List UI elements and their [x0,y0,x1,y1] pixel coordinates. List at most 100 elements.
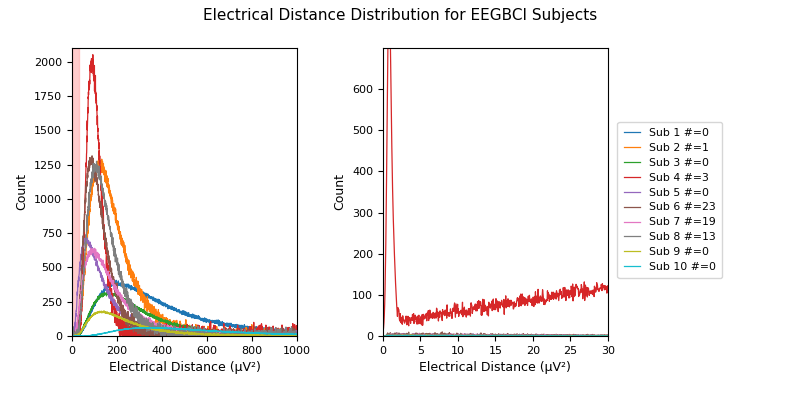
Line: Sub 6 #=23: Sub 6 #=23 [72,156,298,336]
Sub 5 #=0 [286,334,296,338]
Sub 2 #=1 [293,334,302,338]
Sub 8 #=13 [286,334,295,338]
Sub 3 #=0 [79,324,89,329]
Sub 3 #=0 [286,332,295,336]
Sub 5 #=0 [245,334,254,338]
Sub 7 #=19 [90,246,99,251]
Sub 9 #=0 [78,325,88,330]
Sub 8 #=13 [245,334,254,338]
Sub 10 #=0 [67,334,77,338]
Line: Sub 2 #=1: Sub 2 #=1 [72,158,298,336]
Sub 2 #=1 [78,282,88,286]
Sub 8 #=13 [171,334,181,338]
Sub 5 #=0 [68,334,78,338]
Sub 9 #=0 [286,333,295,338]
Sub 9 #=0 [99,308,109,313]
Sub 8 #=13 [67,334,77,338]
Sub 1 #=0 [286,329,295,334]
Sub 2 #=1 [286,329,295,334]
Sub 4 #=3 [68,334,78,338]
Sub 7 #=19 [286,334,295,338]
Sub 10 #=0 [286,332,296,336]
X-axis label: Electrical Distance (μV²): Electrical Distance (μV²) [419,361,571,374]
Sub 5 #=0 [293,331,302,336]
Line: Sub 10 #=0: Sub 10 #=0 [72,328,298,336]
Sub 9 #=0 [293,333,302,338]
Sub 9 #=0 [171,330,181,335]
Sub 4 #=3 [177,334,186,338]
Sub 10 #=0 [286,332,295,337]
Sub 8 #=13 [92,159,102,164]
Sub 7 #=19 [67,334,77,338]
Sub 4 #=3 [171,334,181,338]
Line: Sub 5 #=0: Sub 5 #=0 [72,237,298,336]
Sub 8 #=13 [67,331,77,336]
Sub 10 #=0 [245,330,254,335]
Sub 2 #=1 [94,156,104,161]
Sub 6 #=23 [171,333,181,338]
Sub 3 #=0 [286,333,296,338]
Sub 8 #=13 [293,334,302,338]
Sub 3 #=0 [67,334,77,338]
Sub 3 #=0 [245,330,254,335]
Sub 7 #=19 [245,334,254,338]
Sub 10 #=0 [171,326,181,331]
Line: Sub 8 #=13: Sub 8 #=13 [72,161,298,336]
Sub 1 #=0 [286,330,295,334]
Sub 2 #=1 [171,324,181,329]
Sub 4 #=3 [293,334,302,338]
Line: Sub 3 #=0: Sub 3 #=0 [72,292,298,336]
Sub 1 #=0 [293,328,302,333]
Line: Sub 9 #=0: Sub 9 #=0 [72,311,298,336]
Sub 6 #=23 [78,228,88,233]
Sub 5 #=0 [177,332,186,337]
Sub 5 #=0 [82,235,91,240]
X-axis label: Electrical Distance (μV²): Electrical Distance (μV²) [109,361,261,374]
Sub 3 #=0 [293,333,302,338]
Sub 6 #=23 [293,334,302,338]
Sub 3 #=0 [171,322,181,327]
Sub 6 #=23 [87,154,97,158]
Sub 6 #=23 [286,334,295,338]
Sub 1 #=0 [171,308,181,313]
Sub 6 #=23 [245,333,254,338]
Line: Sub 1 #=0: Sub 1 #=0 [72,280,298,336]
Sub 10 #=0 [142,325,152,330]
Bar [72,48,78,336]
Sub 1 #=0 [177,309,186,314]
Sub 10 #=0 [68,334,78,338]
Sub 9 #=0 [286,334,295,338]
Sub 8 #=13 [79,274,89,278]
Sub 1 #=0 [67,334,77,338]
Legend: Sub 1 #=0, Sub 2 #=1, Sub 3 #=0, Sub 4 #=3, Sub 5 #=0, Sub 6 #=23, Sub 7 #=19, S: Sub 1 #=0, Sub 2 #=1, Sub 3 #=0, Sub 4 #… [618,122,722,278]
Sub 2 #=1 [177,330,186,335]
Sub 7 #=19 [286,333,295,338]
Sub 4 #=3 [67,332,77,337]
Sub 3 #=0 [177,323,186,328]
Sub 4 #=3 [286,330,295,335]
Sub 7 #=19 [177,331,186,336]
Sub 8 #=13 [177,333,186,338]
Y-axis label: Count: Count [15,174,29,210]
Text: Electrical Distance Distribution for EEGBCI Subjects: Electrical Distance Distribution for EEG… [203,8,597,23]
Sub 3 #=0 [106,289,116,294]
Sub 2 #=1 [286,334,295,338]
Sub 4 #=3 [286,329,296,334]
Sub 5 #=0 [286,332,295,337]
Sub 9 #=0 [245,334,254,338]
Sub 2 #=1 [245,332,254,336]
Sub 5 #=0 [171,330,181,335]
Sub 3 #=0 [67,332,77,337]
Sub 7 #=19 [78,274,88,279]
Sub 7 #=19 [171,330,181,334]
Sub 9 #=0 [177,330,186,334]
Sub 6 #=23 [286,334,295,338]
Sub 2 #=1 [67,334,77,338]
Sub 10 #=0 [293,332,302,337]
Sub 1 #=0 [111,278,121,283]
Sub 4 #=3 [88,52,98,57]
Sub 1 #=0 [245,324,254,329]
Y-axis label: Count: Count [334,174,346,210]
Line: Sub 7 #=19: Sub 7 #=19 [72,248,298,336]
Sub 10 #=0 [79,334,89,338]
